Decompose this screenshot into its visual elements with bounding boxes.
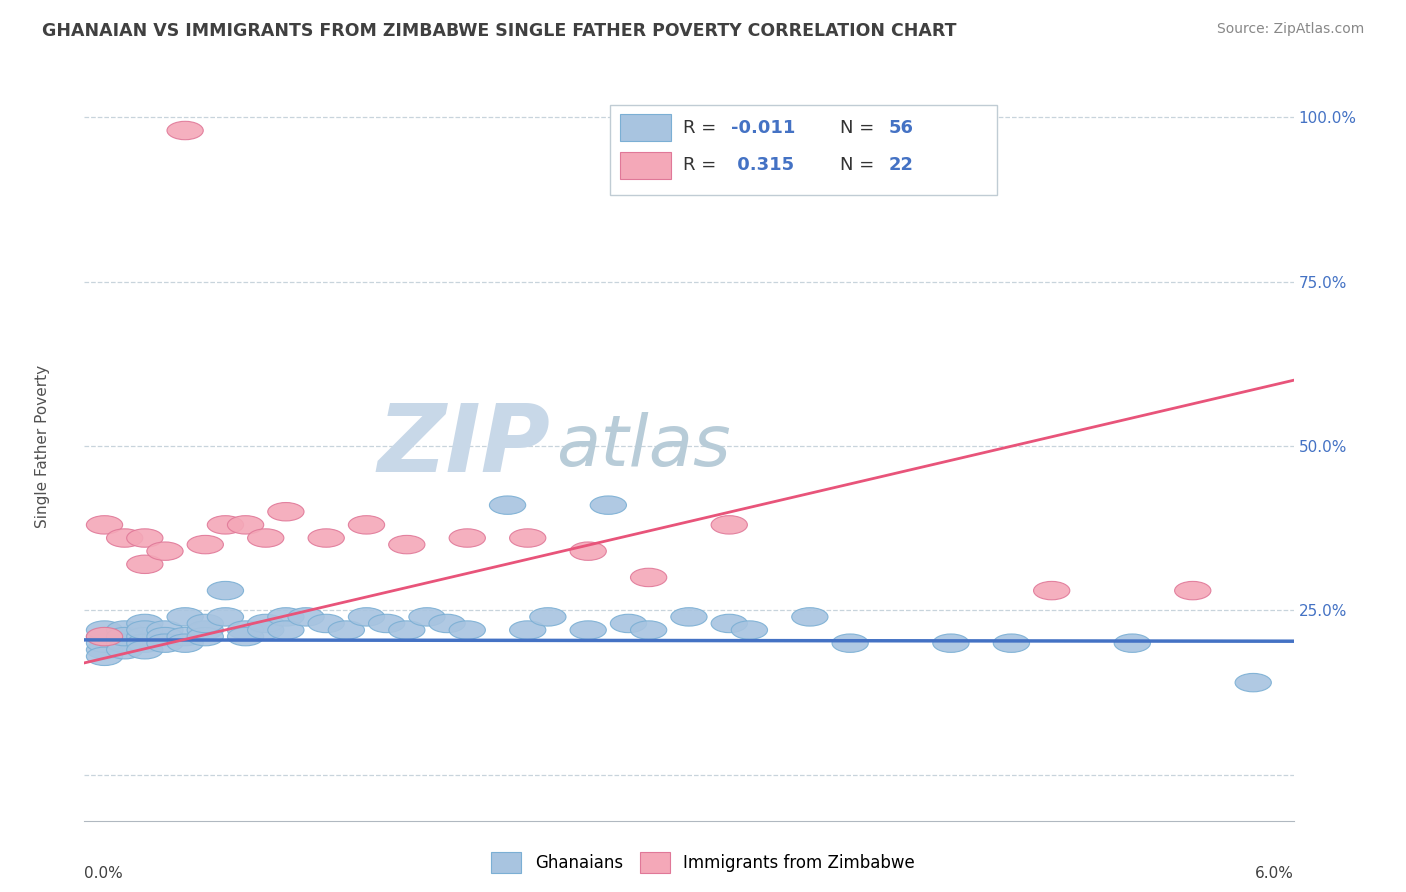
Ellipse shape: [107, 529, 143, 547]
Ellipse shape: [1174, 582, 1211, 599]
Ellipse shape: [127, 529, 163, 547]
Ellipse shape: [591, 496, 627, 515]
Ellipse shape: [107, 640, 143, 659]
Ellipse shape: [368, 615, 405, 632]
Ellipse shape: [288, 607, 325, 626]
Ellipse shape: [207, 582, 243, 599]
Ellipse shape: [146, 542, 183, 560]
Text: R =: R =: [683, 156, 721, 174]
Ellipse shape: [86, 640, 122, 659]
Ellipse shape: [146, 621, 183, 640]
Text: 0.315: 0.315: [731, 156, 794, 174]
Ellipse shape: [146, 634, 183, 652]
Ellipse shape: [509, 529, 546, 547]
Ellipse shape: [267, 502, 304, 521]
Ellipse shape: [187, 535, 224, 554]
Ellipse shape: [187, 627, 224, 646]
Ellipse shape: [349, 607, 385, 626]
Ellipse shape: [1114, 634, 1150, 652]
Ellipse shape: [993, 634, 1029, 652]
Ellipse shape: [167, 607, 204, 626]
Ellipse shape: [630, 621, 666, 640]
Ellipse shape: [167, 121, 204, 140]
Ellipse shape: [449, 621, 485, 640]
Ellipse shape: [86, 634, 122, 652]
Ellipse shape: [630, 568, 666, 587]
Ellipse shape: [228, 516, 264, 534]
Text: Source: ZipAtlas.com: Source: ZipAtlas.com: [1216, 22, 1364, 37]
Text: -0.011: -0.011: [731, 119, 796, 136]
Ellipse shape: [228, 621, 264, 640]
Text: 22: 22: [889, 156, 914, 174]
Ellipse shape: [1033, 582, 1070, 599]
Text: R =: R =: [683, 119, 721, 136]
Ellipse shape: [530, 607, 567, 626]
Ellipse shape: [429, 615, 465, 632]
FancyBboxPatch shape: [620, 152, 671, 178]
Ellipse shape: [610, 615, 647, 632]
Ellipse shape: [932, 634, 969, 652]
Ellipse shape: [107, 621, 143, 640]
Text: 6.0%: 6.0%: [1254, 865, 1294, 880]
Ellipse shape: [388, 535, 425, 554]
Ellipse shape: [187, 621, 224, 640]
Ellipse shape: [107, 634, 143, 652]
Ellipse shape: [247, 615, 284, 632]
Text: N =: N =: [841, 156, 880, 174]
Ellipse shape: [489, 496, 526, 515]
Ellipse shape: [146, 627, 183, 646]
Ellipse shape: [349, 516, 385, 534]
Text: N =: N =: [841, 119, 880, 136]
Ellipse shape: [328, 621, 364, 640]
FancyBboxPatch shape: [610, 105, 997, 195]
Ellipse shape: [127, 634, 163, 652]
Ellipse shape: [308, 529, 344, 547]
Ellipse shape: [207, 516, 243, 534]
Ellipse shape: [569, 542, 606, 560]
Ellipse shape: [409, 607, 446, 626]
Ellipse shape: [569, 621, 606, 640]
Ellipse shape: [247, 529, 284, 547]
Ellipse shape: [86, 627, 122, 646]
Ellipse shape: [247, 621, 284, 640]
Ellipse shape: [832, 634, 869, 652]
Ellipse shape: [731, 621, 768, 640]
Ellipse shape: [107, 627, 143, 646]
Ellipse shape: [267, 621, 304, 640]
Ellipse shape: [792, 607, 828, 626]
Ellipse shape: [267, 607, 304, 626]
Ellipse shape: [711, 516, 748, 534]
Ellipse shape: [671, 607, 707, 626]
Ellipse shape: [388, 621, 425, 640]
Ellipse shape: [207, 607, 243, 626]
Ellipse shape: [308, 615, 344, 632]
Ellipse shape: [127, 640, 163, 659]
Ellipse shape: [127, 621, 163, 640]
Ellipse shape: [167, 627, 204, 646]
Ellipse shape: [127, 615, 163, 632]
Legend: Ghanaians, Immigrants from Zimbabwe: Ghanaians, Immigrants from Zimbabwe: [485, 846, 921, 880]
Ellipse shape: [86, 647, 122, 665]
Ellipse shape: [509, 621, 546, 640]
Ellipse shape: [449, 529, 485, 547]
Ellipse shape: [127, 627, 163, 646]
Ellipse shape: [187, 615, 224, 632]
Ellipse shape: [1234, 673, 1271, 692]
Text: atlas: atlas: [555, 411, 731, 481]
Text: 0.0%: 0.0%: [84, 865, 124, 880]
Text: GHANAIAN VS IMMIGRANTS FROM ZIMBABWE SINGLE FATHER POVERTY CORRELATION CHART: GHANAIAN VS IMMIGRANTS FROM ZIMBABWE SIN…: [42, 22, 956, 40]
Ellipse shape: [167, 634, 204, 652]
Ellipse shape: [86, 516, 122, 534]
Ellipse shape: [86, 621, 122, 640]
Text: 56: 56: [889, 119, 914, 136]
Ellipse shape: [86, 627, 122, 646]
Ellipse shape: [228, 627, 264, 646]
Ellipse shape: [127, 555, 163, 574]
FancyBboxPatch shape: [620, 114, 671, 141]
Text: Single Father Poverty: Single Father Poverty: [35, 365, 49, 527]
Text: ZIP: ZIP: [377, 400, 550, 492]
Ellipse shape: [711, 615, 748, 632]
